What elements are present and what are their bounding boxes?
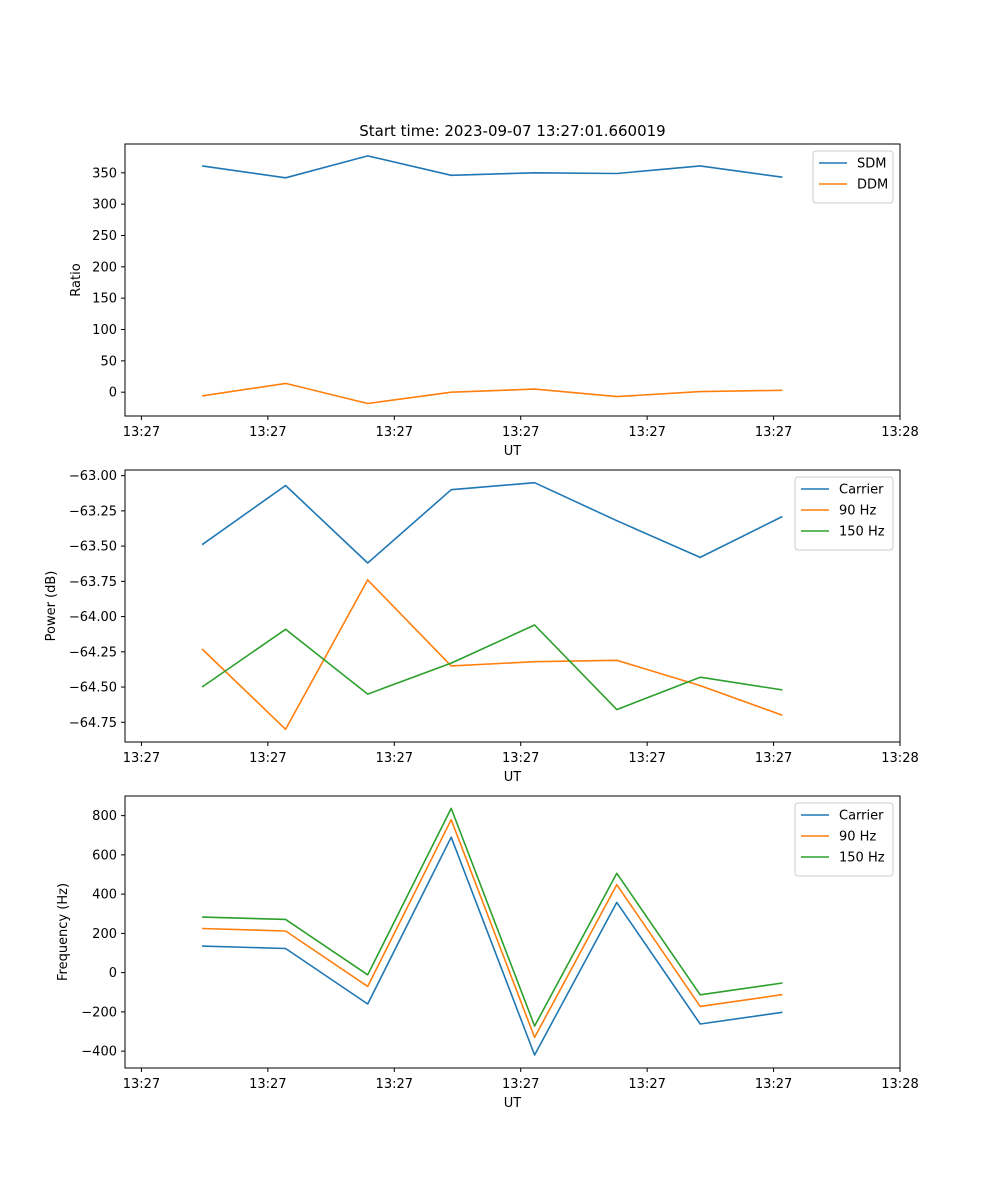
x-tick-label: 13:28 xyxy=(881,425,918,440)
y-tick-label: 0 xyxy=(109,386,117,401)
legend-label: 90 Hz xyxy=(839,504,876,519)
x-tick-label: 13:27 xyxy=(249,425,286,440)
series-line-carrier xyxy=(201,481,783,564)
series-line-90-hz xyxy=(201,579,783,731)
y-tick-label: 100 xyxy=(92,323,117,338)
series-line-150-hz xyxy=(202,807,783,1027)
series-line-ddm xyxy=(201,382,783,405)
x-tick-label: 13:27 xyxy=(123,1077,160,1092)
y-tick-label: 250 xyxy=(92,229,117,244)
y-axis-label: Power (dB) xyxy=(44,571,59,642)
series-line-150-hz xyxy=(201,624,783,711)
x-tick-label: 13:28 xyxy=(881,751,918,766)
y-tick-label: 300 xyxy=(92,198,117,213)
y-tick-label: −64.50 xyxy=(69,681,117,696)
y-tick-label: −64.75 xyxy=(69,716,117,731)
y-tick-label: −200 xyxy=(81,1005,117,1020)
legend: SDM DDM xyxy=(812,150,894,204)
legend: Carrier 90 Hz 150 Hz xyxy=(794,476,894,551)
y-tick-label: 50 xyxy=(100,354,117,369)
x-axis-label: UT xyxy=(504,1096,522,1111)
y-axis-label: Frequency (Hz) xyxy=(56,883,71,981)
x-tick-label: 13:27 xyxy=(502,1077,539,1092)
legend-label: SDM xyxy=(857,157,886,172)
legend-label: DDM xyxy=(857,178,888,193)
chart-panel-2: 13:27 13:27 13:27 13:27 13:27 13:27 13:28 −64.7… xyxy=(44,469,919,785)
x-axis-label: UT xyxy=(504,444,522,459)
figure-title: Start time: 2023-09-07 13:27:01.660019 xyxy=(359,122,665,140)
y-tick-label: 350 xyxy=(92,166,117,181)
chart-panel-3: 13:27 13:27 13:27 13:27 13:27 13:27 13:28 −400 −… xyxy=(56,795,919,1111)
x-tick-label: 13:27 xyxy=(502,425,539,440)
legend: Carrier 90 Hz 150 Hz xyxy=(794,802,894,877)
axes-frame xyxy=(124,795,901,1069)
y-tick-label: −63.00 xyxy=(69,469,117,484)
y-tick-label: −63.50 xyxy=(69,540,117,555)
y-tick-label: 400 xyxy=(92,888,117,903)
y-tick-label: −63.75 xyxy=(69,575,117,590)
legend-label: 150 Hz xyxy=(839,525,885,540)
x-tick-label: 13:27 xyxy=(376,1077,413,1092)
x-tick-label: 13:27 xyxy=(249,1077,286,1092)
y-axis-label: Ratio xyxy=(69,263,84,296)
y-tick-label: 600 xyxy=(92,848,117,863)
x-tick-label: 13:27 xyxy=(628,1077,665,1092)
x-axis-label: UT xyxy=(504,770,522,785)
axes-frame xyxy=(124,143,901,417)
x-tick-label: 13:27 xyxy=(249,751,286,766)
y-tick-label: −63.25 xyxy=(69,504,117,519)
chart-panel-1: 13:27 13:27 13:27 13:27 13:27 13:27 13:28 0 50 10… xyxy=(69,143,919,459)
series-line-90-hz xyxy=(202,818,783,1039)
y-tick-label: −400 xyxy=(81,1045,117,1060)
legend-label: 150 Hz xyxy=(839,851,885,866)
y-tick-label: 200 xyxy=(92,927,117,942)
x-tick-label: 13:27 xyxy=(755,425,792,440)
y-tick-label: −64.25 xyxy=(69,645,117,660)
x-tick-label: 13:27 xyxy=(123,425,160,440)
series-line-carrier xyxy=(202,836,783,1056)
legend-label: 90 Hz xyxy=(839,830,876,845)
y-tick-label: 150 xyxy=(92,292,117,307)
x-tick-label: 13:27 xyxy=(628,425,665,440)
x-tick-label: 13:27 xyxy=(376,425,413,440)
y-tick-label: −64.00 xyxy=(69,610,117,625)
x-tick-label: 13:27 xyxy=(755,1077,792,1092)
x-tick-label: 13:27 xyxy=(628,751,665,766)
x-tick-label: 13:28 xyxy=(881,1077,918,1092)
y-tick-label: 800 xyxy=(92,809,117,824)
x-tick-label: 13:27 xyxy=(502,751,539,766)
legend-label: Carrier xyxy=(839,809,884,824)
x-tick-label: 13:27 xyxy=(376,751,413,766)
series-line-sdm xyxy=(201,155,783,179)
x-tick-label: 13:27 xyxy=(755,751,792,766)
y-tick-label: 200 xyxy=(92,260,117,275)
y-tick-label: 0 xyxy=(109,966,117,981)
x-tick-label: 13:27 xyxy=(123,751,160,766)
legend-label: Carrier xyxy=(839,483,884,498)
axes-frame xyxy=(124,469,901,743)
legend-box xyxy=(812,150,894,204)
